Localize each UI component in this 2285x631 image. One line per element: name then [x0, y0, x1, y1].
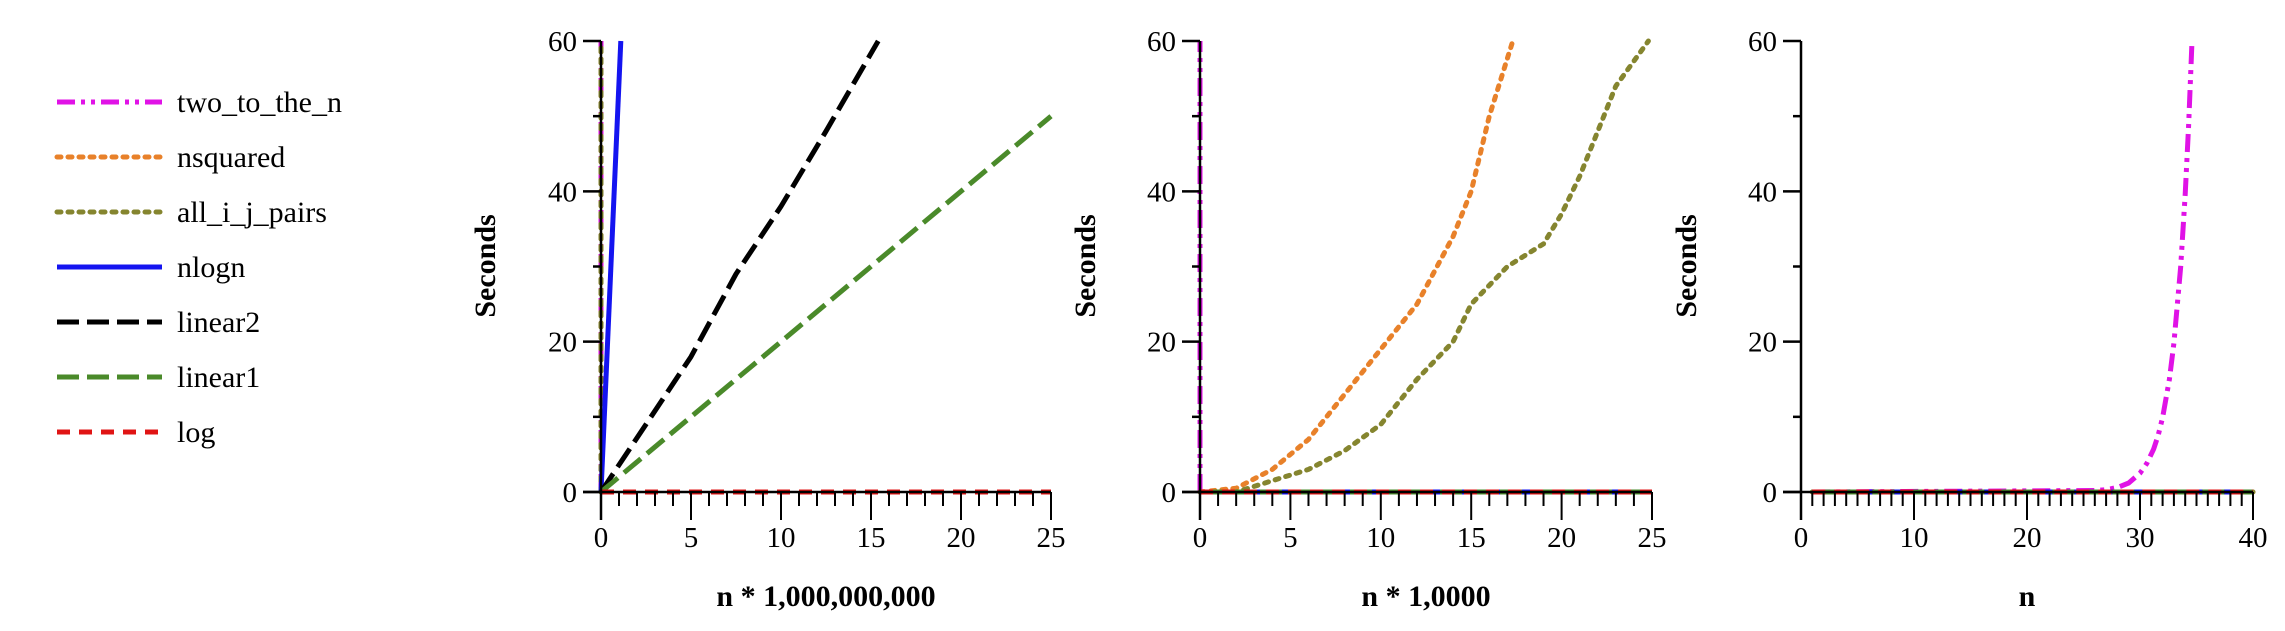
series-line-two-to-the-n [1812, 40, 2195, 495]
x-axis-title: n [2019, 580, 2036, 613]
y-axis-title: Seconds [469, 214, 502, 317]
series-line-linear2 [598, 39, 881, 494]
x-tick-label: 5 [684, 522, 699, 554]
y-tick-label: 20 [1748, 327, 1777, 359]
legend-label: nlogn [177, 251, 245, 284]
x-tick-label: 20 [1547, 522, 1576, 554]
chart-1: 0 20 40 60 0 5 10 15 20 25 n * 1,000,000,000 Second… [469, 26, 1066, 613]
y-tick-label: 60 [1748, 26, 1777, 58]
y-axis-title: Seconds [1069, 214, 1102, 317]
x-tick-label: 0 [594, 522, 609, 554]
y-tick-label: 40 [1748, 176, 1777, 208]
x-tick-label: 20 [947, 522, 976, 554]
x-tick-label: 15 [857, 522, 886, 554]
y-tick-label: 60 [548, 26, 577, 58]
x-axis-title: n * 1,000,000,000 [716, 580, 935, 613]
series-line-nsquared [1197, 38, 1516, 495]
x-tick-label: 5 [1283, 522, 1298, 554]
x-tick-label: 40 [2239, 522, 2268, 554]
x-tick-label: 10 [1900, 522, 1929, 554]
legend-entry: nlogn [57, 251, 245, 284]
y-tick-label: 60 [1147, 26, 1176, 58]
series-group [1197, 38, 1652, 495]
series-line-all-i-j-pairs [1197, 38, 1651, 495]
y-tick-label: 0 [563, 477, 578, 509]
y-tick-label: 20 [1147, 327, 1176, 359]
legend-label: linear2 [177, 306, 260, 339]
x-tick-label: 0 [1794, 522, 1809, 554]
legend-entry: log [57, 416, 215, 449]
legend-label: all_i_j_pairs [177, 196, 327, 229]
x-tick-label: 20 [2013, 522, 2042, 554]
legend-entry: nsquared [54, 141, 285, 174]
legend-label: nsquared [177, 141, 285, 174]
x-tick-label: 25 [1638, 522, 1667, 554]
legend-label: two_to_the_n [177, 86, 342, 119]
series-line-nlogn [598, 40, 624, 493]
y-tick-label: 0 [1763, 477, 1778, 509]
x-tick-label: 30 [2126, 522, 2155, 554]
y-axis-title: Seconds [1670, 214, 1703, 317]
x-tick-label: 10 [767, 522, 796, 554]
x-tick-label: 15 [1457, 522, 1486, 554]
chart-2: 0 20 40 60 0 5 10 15 20 25 n * 1,0000 Seconds [1069, 26, 1667, 613]
legend-entry: linear2 [57, 306, 260, 339]
y-tick-label: 40 [548, 176, 577, 208]
legend-label: linear1 [177, 361, 260, 394]
chart-3: 0 20 40 60 0 10 20 30 40 n Seconds [1670, 26, 2268, 613]
legend-entry: all_i_j_pairs [54, 196, 327, 229]
legend-entry: linear1 [57, 361, 260, 394]
y-tick-label: 0 [1162, 477, 1177, 509]
x-axis-title: n * 1,0000 [1361, 580, 1490, 613]
y-tick-label: 20 [548, 327, 577, 359]
x-tick-label: 25 [1037, 522, 1066, 554]
series-line-linear1 [599, 114, 1053, 494]
series-group [598, 38, 1053, 495]
x-tick-label: 0 [1193, 522, 1208, 554]
y-tick-label: 40 [1147, 176, 1176, 208]
x-tick-label: 10 [1366, 522, 1395, 554]
series-group [1809, 40, 2256, 495]
legend-label: log [177, 416, 215, 449]
legend-entry: two_to_the_n [57, 86, 342, 119]
